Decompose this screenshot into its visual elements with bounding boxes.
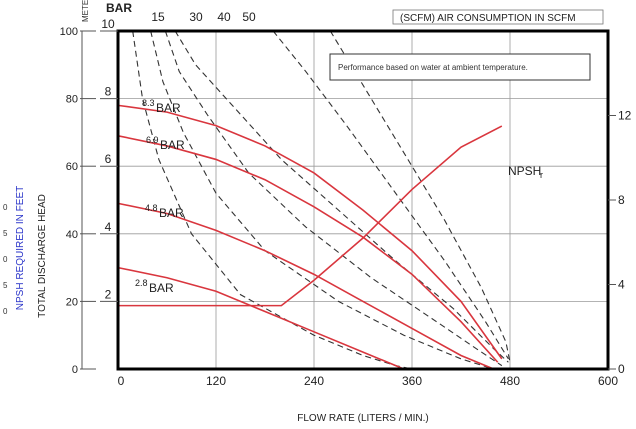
air-consumption-header: (SCFM) AIR CONSUMPTION IN SCFM	[400, 13, 576, 24]
series-label-value: 2.8	[135, 278, 148, 288]
top-meter-axis-label: METE	[81, 0, 90, 22]
y-axis-label-head: TOTAL DISCHARGE HEAD	[37, 194, 48, 318]
air-consumption-curves	[132, 30, 511, 370]
x-tick-label: 600	[598, 374, 618, 388]
right-npsh-tick-label: 8	[618, 193, 625, 207]
air-curve-30	[150, 30, 494, 370]
x-tick-label: 120	[206, 374, 226, 388]
air-tick-labels: 15 30 40 50	[151, 10, 256, 24]
air-tick-label: 15	[151, 10, 165, 24]
left-bar-tick-label: 4	[105, 220, 112, 234]
series-line	[118, 125, 503, 307]
right-npsh-tick-label: 12	[618, 109, 632, 123]
series-line	[117, 134, 499, 363]
series-line	[117, 104, 503, 360]
note-box	[329, 53, 591, 81]
right-npsh-tick-label: 4	[618, 278, 625, 292]
air-curve	[329, 30, 511, 363]
series-label-value: 6.9	[146, 135, 159, 145]
air-tick-label: 50	[242, 10, 256, 24]
x-tick-label: 480	[500, 374, 520, 388]
series-label-value: 8.3	[142, 98, 155, 108]
left-feet-tick-label: 100	[60, 26, 78, 38]
x-tick-label: 240	[304, 374, 324, 388]
left-bar-tick-labels: 2 4 6 8 10	[100, 17, 118, 302]
left-feet-tick-label: 40	[66, 229, 78, 241]
x-tick-labels: 0 120 240 360 480 600	[118, 374, 619, 388]
grid	[81, 31, 608, 369]
right-npsh-tick-labels: 0 4 8 12	[608, 109, 632, 376]
series-label-unit: BAR	[156, 101, 181, 115]
left-npsh-partial-label: 0	[3, 203, 8, 212]
left-feet-tick-label: 20	[66, 296, 78, 308]
left-bar-tick-label: 2	[105, 287, 112, 301]
series-label-unit: BAR	[149, 281, 174, 295]
left-bar-tick-label: 10	[101, 17, 115, 31]
air-tick-label: 30	[189, 10, 203, 24]
right-npsh-tick-label: 0	[618, 362, 625, 376]
left-feet-tick-label: 80	[66, 94, 78, 106]
series-label-unit: r	[540, 170, 543, 180]
air-curve-50	[174, 30, 509, 363]
left-npsh-partial-label: 5	[3, 281, 8, 290]
left-feet-tick-label: 60	[66, 161, 78, 173]
series-label-value: NPSH	[508, 164, 541, 178]
x-tick-label: 360	[402, 374, 422, 388]
air-consumption-header-box	[392, 9, 604, 25]
left-npsh-partial-label: 5	[3, 229, 8, 238]
series-label-unit: BAR	[160, 138, 185, 152]
left-bar-tick-label: 6	[105, 152, 112, 166]
series-line	[117, 202, 494, 370]
left-feet-tick-label: 0	[72, 364, 78, 376]
left-npsh-partial-label: 0	[3, 307, 8, 316]
air-curve-40	[164, 30, 503, 367]
left-bar-tick-label: 8	[105, 85, 112, 99]
air-curve	[272, 30, 509, 360]
y-axis-label-npsh: NPSH REQUIRED IN FEET	[15, 186, 26, 310]
left-npsh-partial-tick-labels: 0 5 0 5 0	[3, 203, 8, 316]
note-text: Performance based on water at ambient te…	[338, 63, 528, 72]
plot-frame	[116, 29, 610, 371]
air-curve-15	[132, 30, 413, 370]
x-axis-label: FLOW RATE (LITERS / MIN.)	[297, 413, 428, 424]
left-feet-tick-labels: 0 20 40 60 80 100	[60, 26, 96, 376]
performance-curves	[117, 104, 503, 370]
series-label-unit: BAR	[159, 206, 184, 220]
left-npsh-partial-label: 0	[3, 255, 8, 264]
series-label-value: 4.8	[145, 203, 158, 213]
series-line	[117, 266, 405, 370]
air-tick-label: 40	[217, 10, 231, 24]
x-tick-label: 0	[118, 374, 125, 388]
top-bar-axis-label: BAR	[106, 1, 132, 15]
